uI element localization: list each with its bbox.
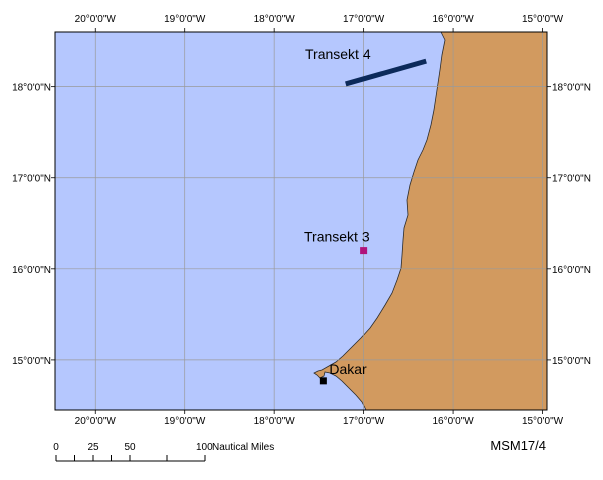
transect-3-marker (360, 247, 368, 255)
longitude-label: 20°0'0"W (75, 14, 117, 25)
scale-bar: 0 25 50 100 Nautical Miles (53, 442, 274, 462)
latitude-labels-right: 18°0'0"N 17°0'0"N 16°0'0"N 15°0'0"N (547, 83, 591, 367)
transect-4-line (345, 58, 427, 87)
scale-unit: Nautical Miles (212, 442, 274, 453)
longitude-label: 16°0'0"W (432, 14, 474, 25)
map-area (54, 31, 548, 411)
latitude-label: 17°0'0"N (12, 174, 51, 185)
land-senegal-mauritania (314, 32, 547, 410)
latitude-label: 17°0'0"N (552, 174, 591, 185)
latitude-labels-left: 18°0'0"N 17°0'0"N 16°0'0"N 15°0'0"N (12, 83, 55, 367)
longitude-label: 19°0'0"W (164, 416, 206, 427)
longitude-labels-bottom: 20°0'0"W 19°0'0"W 18°0'0"W 17°0'0"W 16°0'0"W… (75, 410, 564, 427)
dakar-marker (319, 377, 327, 385)
longitude-label: 19°0'0"W (164, 14, 206, 25)
transect-4-label: Transekt 4 (305, 46, 371, 62)
latitude-label: 15°0'0"N (552, 356, 591, 367)
scale-label-50: 50 (124, 442, 136, 453)
longitude-label: 20°0'0"W (75, 416, 117, 427)
longitude-label: 16°0'0"W (432, 416, 474, 427)
coastline (313, 31, 446, 411)
latitude-label: 18°0'0"N (12, 83, 51, 94)
longitude-label: 18°0'0"W (254, 416, 296, 427)
longitude-label: 18°0'0"W (254, 14, 296, 25)
latitude-label: 16°0'0"N (552, 265, 591, 276)
latitude-label: 15°0'0"N (12, 356, 51, 367)
dakar-label: Dakar (329, 361, 367, 377)
longitude-label: 15°0'0"W (522, 416, 564, 427)
latitude-label: 16°0'0"N (12, 265, 51, 276)
longitude-label: 17°0'0"W (343, 14, 385, 25)
scale-label-0: 0 (53, 442, 59, 453)
latitude-label: 18°0'0"N (552, 83, 591, 94)
graticule (55, 32, 547, 410)
scale-label-100: 100 (196, 442, 213, 453)
longitude-label: 15°0'0"W (522, 14, 564, 25)
cruise-label: MSM17/4 (490, 438, 546, 453)
scale-label-25: 25 (87, 442, 99, 453)
map-frame (54, 31, 548, 411)
transect-3-label: Transekt 3 (304, 229, 370, 245)
longitude-label: 17°0'0"W (343, 416, 385, 427)
longitude-labels-top: 20°0'0"W 19°0'0"W 18°0'0"W 17°0'0"W 16°0'0"W… (75, 14, 564, 32)
